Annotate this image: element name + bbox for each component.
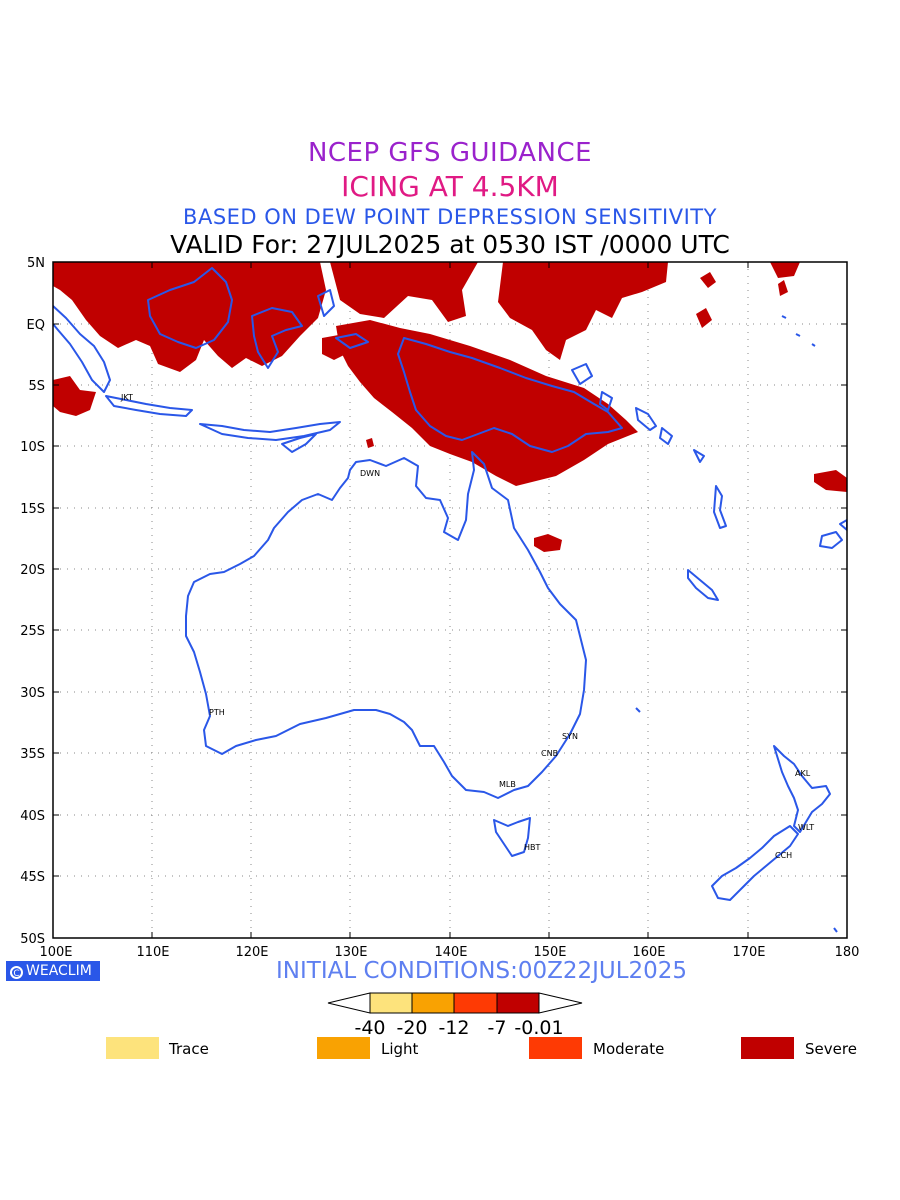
title-parameter: ICING AT 4.5KM xyxy=(341,170,559,203)
lat-label-10s: 10S xyxy=(20,440,45,455)
sumatra-coastline xyxy=(53,305,111,393)
legend-swatch-trace xyxy=(106,1037,159,1059)
initial-conditions: INITIAL CONDITIONS:00Z22JUL2025 xyxy=(276,958,688,984)
coastlines xyxy=(53,267,847,933)
borneo-coastline xyxy=(147,267,233,349)
legend-swatch-moderate xyxy=(529,1037,582,1059)
colorbar-light xyxy=(411,992,455,1014)
moluccas-coastline xyxy=(317,289,369,349)
colorbar-high-arrow xyxy=(538,992,583,1014)
station-mlb: MLB xyxy=(499,780,516,789)
station-wlt: WLT xyxy=(798,823,814,832)
station-dwn: DWN xyxy=(360,469,380,478)
lat-label-50s: 50S xyxy=(20,932,45,947)
lat-label-40s: 40S xyxy=(20,809,45,824)
lon-label-120e: 120E xyxy=(235,945,268,960)
lon-label-100e: 100E xyxy=(39,945,72,960)
station-akl: AKL xyxy=(795,769,811,778)
new-britain-coastline xyxy=(571,363,613,411)
colorbar-tick-4: -7 xyxy=(488,1017,507,1039)
title-method: BASED ON DEW POINT DEPRESSION SENSITIVIT… xyxy=(183,205,717,229)
lon-label-170e: 170E xyxy=(732,945,765,960)
station-cch: CCH xyxy=(775,851,792,860)
lesser-sunda-coastline xyxy=(199,421,341,441)
lat-label-5s: 5S xyxy=(28,379,45,394)
colorbar-tick-2: -20 xyxy=(396,1017,427,1039)
title-model: NCEP GFS GUIDANCE xyxy=(307,138,593,168)
legend-swatch-light xyxy=(317,1037,370,1059)
logo-text: WEACLIM xyxy=(26,963,92,979)
lat-label-35s: 35S xyxy=(20,747,45,762)
lat-label-30s: 30S xyxy=(20,686,45,701)
station-hbt: HBT xyxy=(524,843,541,852)
severe-icing-areas xyxy=(53,262,847,552)
legend-label-trace: Trace xyxy=(169,1040,209,1058)
weaclim-logo: C WEACLIM xyxy=(6,961,100,981)
nz-south-island-coastline xyxy=(711,825,799,901)
title-valid-time: VALID For: 27JUL2025 at 0530 IST /0000 U… xyxy=(170,230,730,259)
java-coastline xyxy=(105,395,193,417)
legend-swatch-severe xyxy=(741,1037,794,1059)
lon-label-160e: 160E xyxy=(632,945,665,960)
vanuatu-coastline xyxy=(713,485,727,529)
lat-label-25s: 25S xyxy=(20,624,45,639)
timor-coastline xyxy=(281,433,317,453)
colorbar-trace xyxy=(369,992,413,1014)
lat-label-eq: EQ xyxy=(27,318,45,333)
station-jkt: JKT xyxy=(120,393,133,402)
legend-label-severe: Severe xyxy=(805,1040,857,1058)
station-syn: SYN xyxy=(562,732,578,741)
colorbar xyxy=(327,992,583,1014)
legend-label-moderate: Moderate xyxy=(593,1040,665,1058)
lat-label-20s: 20S xyxy=(20,563,45,578)
australia-coastline xyxy=(185,451,587,799)
colorbar-tick-3: -12 xyxy=(438,1017,469,1039)
station-pth: PTH xyxy=(209,708,225,717)
lat-label-45s: 45S xyxy=(20,870,45,885)
colorbar-moderate xyxy=(453,992,498,1014)
fiji-coastline xyxy=(819,519,847,549)
new-caledonia-coastline xyxy=(687,569,719,601)
colorbar-severe xyxy=(496,992,540,1014)
sulawesi-coastline xyxy=(251,307,303,369)
tasmania-coastline xyxy=(493,817,531,857)
lon-label-180: 180 xyxy=(835,945,860,960)
station-cnb: CNB xyxy=(541,749,558,758)
nz-north-island-coastline xyxy=(773,745,831,833)
new-guinea-coastline xyxy=(397,337,623,453)
colorbar-low-arrow xyxy=(327,992,371,1014)
lon-label-130e: 130E xyxy=(334,945,367,960)
lon-label-110e: 110E xyxy=(136,945,169,960)
colorbar-tick-1: -40 xyxy=(354,1017,385,1039)
lon-label-140e: 140E xyxy=(434,945,467,960)
lat-label-15s: 15S xyxy=(20,502,45,517)
lon-label-150e: 150E xyxy=(533,945,566,960)
lat-label-5n: 5N xyxy=(27,256,45,271)
tick-marks xyxy=(53,262,847,938)
colorbar-tick-5: -0.01 xyxy=(514,1017,563,1039)
solomon-islands-coastline xyxy=(635,407,705,463)
copyright-icon: C xyxy=(10,966,23,979)
legend-label-light: Light xyxy=(381,1040,419,1058)
